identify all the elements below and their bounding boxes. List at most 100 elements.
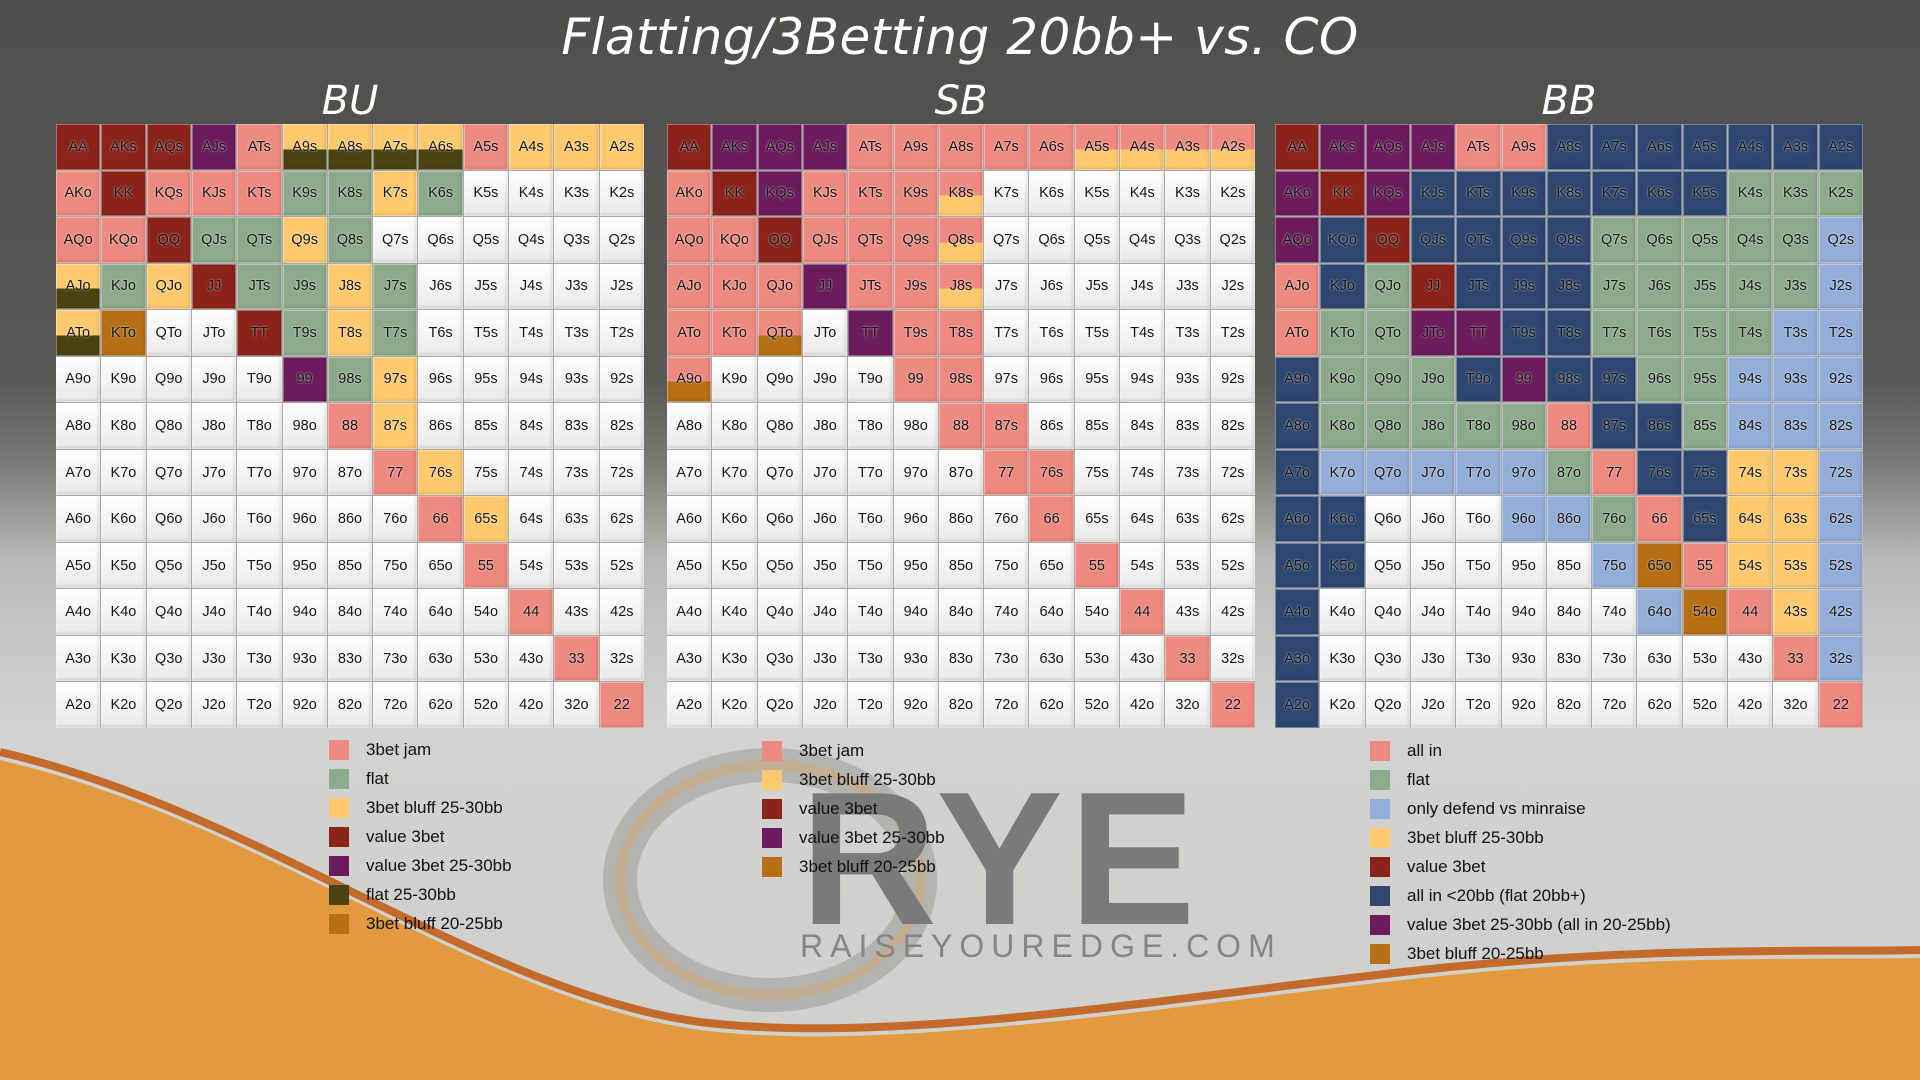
hand-cell-95o: 95o xyxy=(893,542,938,589)
hand-cell-a8o: A8o xyxy=(667,403,712,449)
hand-cell-q4s: Q4s xyxy=(1728,217,1773,263)
hand-cell-j3o: J3o xyxy=(802,635,848,682)
hand-cell-a2s: A2s xyxy=(1818,124,1863,170)
hand-cell-66: 66 xyxy=(418,496,463,542)
hand-cell-a6s: A6s xyxy=(1637,124,1682,170)
hand-cell-j4s: J4s xyxy=(1728,263,1773,310)
hand-cell-k3o: K3o xyxy=(101,635,146,682)
hand-cell-86o: 86o xyxy=(1546,496,1592,542)
hand-cell-97o: 97o xyxy=(1501,449,1546,496)
hand-cell-j9o: J9o xyxy=(802,356,848,403)
hand-cell-t4s: T4s xyxy=(509,310,554,356)
legend-bu: 3bet jam flat 3bet bluff 25-30bb value 3bet… xyxy=(329,735,512,938)
hand-cell-qts: QTs xyxy=(848,217,893,263)
legend-swatch xyxy=(1370,740,1390,761)
hand-cell-92o: 92o xyxy=(282,682,327,728)
logo-ring-icon xyxy=(603,748,937,1012)
hand-cell-q2o: Q2o xyxy=(146,682,191,728)
hand-cell-q6o: Q6o xyxy=(146,496,191,542)
hand-cell-42s: 42s xyxy=(1818,589,1863,635)
hand-cell-ajo: AJo xyxy=(1275,263,1320,310)
hand-cell-k8o: K8o xyxy=(1320,403,1365,449)
hand-cell-84o: 84o xyxy=(327,589,373,635)
hand-cell-j3s: J3s xyxy=(554,263,599,310)
legend-label: value 3bet xyxy=(366,826,445,846)
legend-swatch xyxy=(762,798,782,819)
panel-title-bb: BB xyxy=(1541,78,1597,124)
hand-cell-93s: 93s xyxy=(1773,356,1818,403)
hand-cell-52o: 52o xyxy=(463,682,509,728)
hand-cell-74o: 74o xyxy=(984,589,1029,635)
hand-cell-83s: 83s xyxy=(1773,403,1818,449)
hand-cell-a2o: A2o xyxy=(667,682,712,728)
hand-cell-97s: 97s xyxy=(984,356,1029,403)
hand-cell-k8o: K8o xyxy=(712,403,757,449)
legend-item: all in <20bb (flat 20bb+) xyxy=(1370,881,1671,910)
hand-cell-92s: 92s xyxy=(1210,356,1255,403)
hand-cell-j2s: J2s xyxy=(1210,263,1255,310)
hand-cell-q7s: Q7s xyxy=(1592,217,1637,263)
hand-cell-q3o: Q3o xyxy=(757,635,802,682)
hand-cell-66: 66 xyxy=(1029,496,1074,542)
hand-cell-a7o: A7o xyxy=(1275,449,1320,496)
hand-cell-k3s: K3s xyxy=(1165,170,1210,217)
hand-cell-98o: 98o xyxy=(1501,403,1546,449)
hand-cell-kqs: KQs xyxy=(757,170,802,217)
hand-cell-62s: 62s xyxy=(599,496,644,542)
hand-cell-75o: 75o xyxy=(1592,542,1637,589)
hand-cell-qto: QTo xyxy=(146,310,191,356)
hand-cell-k4s: K4s xyxy=(1728,170,1773,217)
hand-cell-q3o: Q3o xyxy=(146,635,191,682)
hand-cell-q8s: Q8s xyxy=(1546,217,1592,263)
hand-cell-ajo: AJo xyxy=(667,263,712,310)
legend-item: value 3bet 25-30bb (all in 20-25bb) xyxy=(1370,910,1671,939)
hand-cell-t4o: T4o xyxy=(848,589,893,635)
hand-cell-73s: 73s xyxy=(1165,449,1210,496)
hand-cell-62s: 62s xyxy=(1818,496,1863,542)
hand-cell-32s: 32s xyxy=(1818,635,1863,682)
hand-cell-j8s: J8s xyxy=(327,263,373,310)
hand-cell-ato: ATo xyxy=(56,310,101,356)
hand-cell-j3o: J3o xyxy=(1410,635,1456,682)
hand-cell-65s: 65s xyxy=(1682,496,1728,542)
hand-cell-j8o: J8o xyxy=(1410,403,1456,449)
hand-cell-jts: JTs xyxy=(237,263,282,310)
hand-cell-44: 44 xyxy=(1120,589,1165,635)
hand-cell-62s: 62s xyxy=(1210,496,1255,542)
hand-cell-t3s: T3s xyxy=(554,310,599,356)
range-grid-bb: AA AKs AQs AJs ATs A9s A8s A7s A6s A5s A4s A3s A2s AK… xyxy=(1275,124,1863,728)
hand-cell-73s: 73s xyxy=(1773,449,1818,496)
hand-cell-t6o: T6o xyxy=(1456,496,1501,542)
legend-swatch xyxy=(1370,885,1390,906)
hand-cell-j9s: J9s xyxy=(282,263,327,310)
hand-cell-k3s: K3s xyxy=(554,170,599,217)
hand-cell-t7s: T7s xyxy=(984,310,1029,356)
hand-cell-t6o: T6o xyxy=(237,496,282,542)
hand-cell-85o: 85o xyxy=(327,542,373,589)
legend-item: 3bet bluff 25-30bb xyxy=(329,793,512,822)
hand-cell-a4o: A4o xyxy=(1275,589,1320,635)
hand-cell-53o: 53o xyxy=(463,635,509,682)
hand-cell-q4o: Q4o xyxy=(146,589,191,635)
hand-cell-84s: 84s xyxy=(509,403,554,449)
hand-cell-k4s: K4s xyxy=(509,170,554,217)
hand-cell-t8s: T8s xyxy=(938,310,984,356)
hand-cell-q7o: Q7o xyxy=(146,449,191,496)
hand-cell-kjs: KJs xyxy=(191,170,237,217)
hand-cell-j7s: J7s xyxy=(1592,263,1637,310)
hand-cell-a6o: A6o xyxy=(667,496,712,542)
hand-cell-64s: 64s xyxy=(1728,496,1773,542)
legend-swatch xyxy=(1370,856,1390,877)
hand-cell-t2s: T2s xyxy=(1210,310,1255,356)
hand-cell-t4s: T4s xyxy=(1120,310,1165,356)
hand-cell-75s: 75s xyxy=(1074,449,1120,496)
hand-cell-k8o: K8o xyxy=(101,403,146,449)
hand-cell-ats: ATs xyxy=(237,124,282,170)
hand-cell-54o: 54o xyxy=(1074,589,1120,635)
legend-swatch xyxy=(329,826,349,847)
hand-cell-74s: 74s xyxy=(509,449,554,496)
hand-cell-52s: 52s xyxy=(1818,542,1863,589)
hand-cell-j5o: J5o xyxy=(802,542,848,589)
hand-cell-85o: 85o xyxy=(1546,542,1592,589)
hand-cell-jto: JTo xyxy=(1410,310,1456,356)
